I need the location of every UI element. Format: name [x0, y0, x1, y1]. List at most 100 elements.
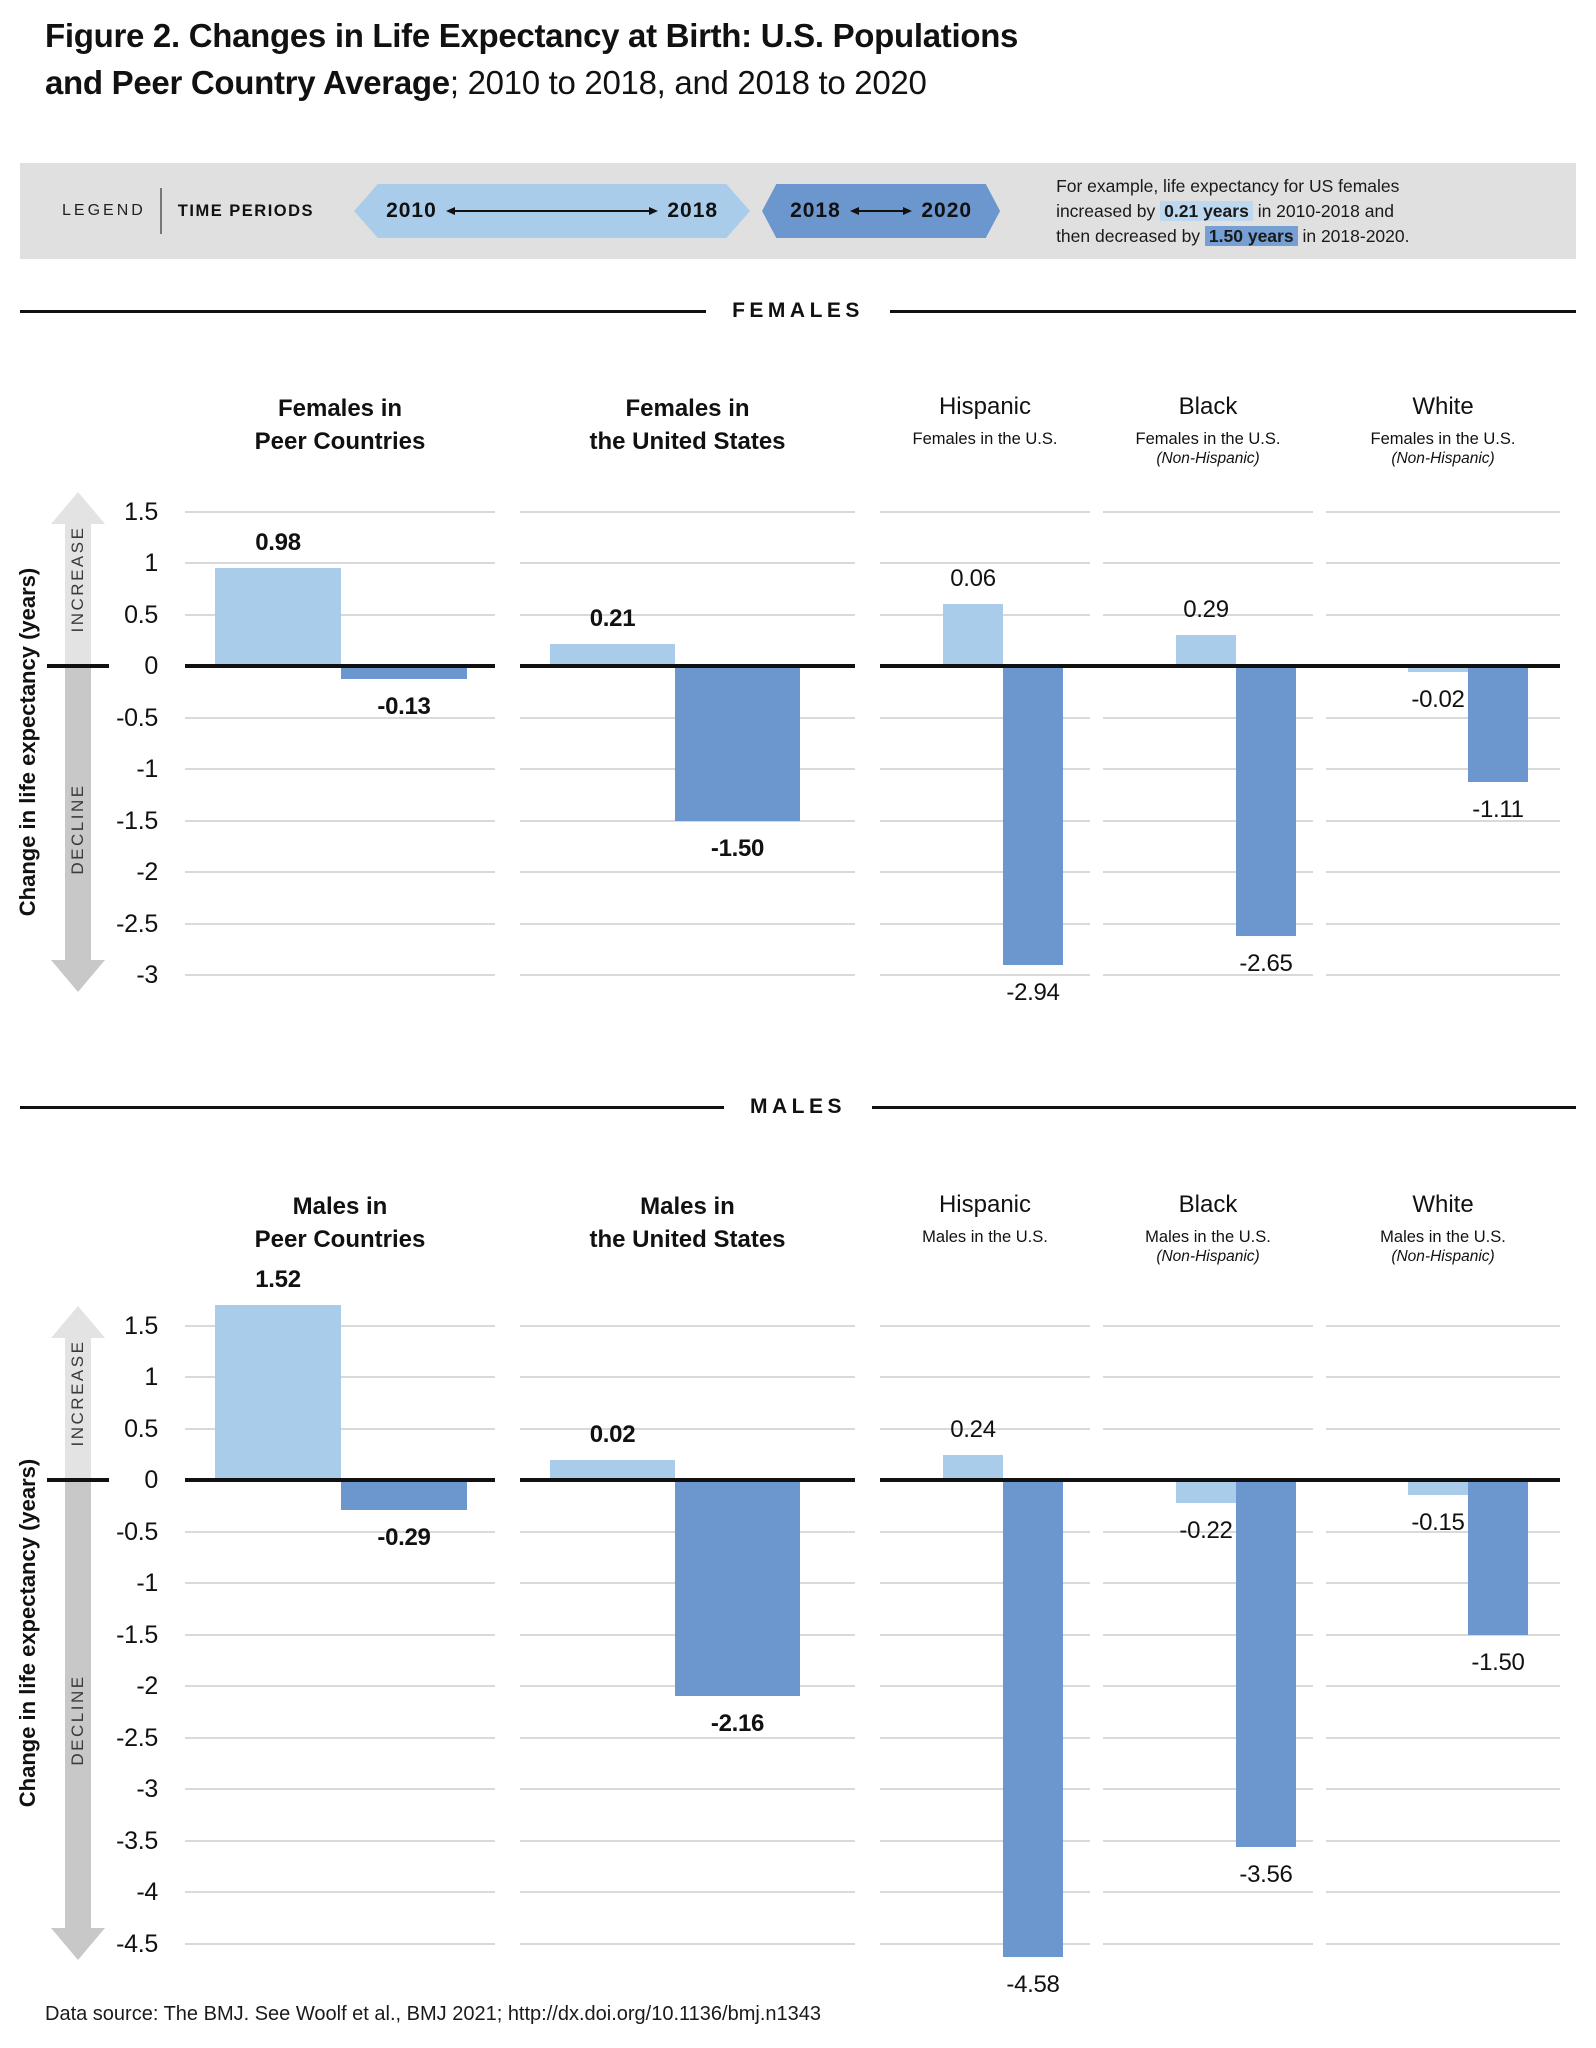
males-united-states-bar-2018-2020 [675, 1480, 800, 1697]
males-chart-title-white: White Males in the U.S. (Non-Hispanic) [1380, 1191, 1506, 1265]
males-gridline [1103, 1530, 1313, 1533]
females-arrow-zero-tick [47, 664, 109, 668]
males-chart-title-peer-countries: Males in Peer Countries [254, 1193, 426, 1253]
males-black-bar-value-label: -0.22 [1179, 1516, 1233, 1544]
males-gridline [1326, 1839, 1560, 1842]
females-increase-arrow-shaft [65, 523, 91, 666]
males-axis-tick-label: -4.5 [116, 1929, 158, 1958]
males-hispanic-bar-value-label: -4.58 [1006, 1970, 1060, 1998]
males-axis-tick-label: -0.5 [116, 1517, 158, 1546]
females-decline-arrow-shaft [65, 666, 91, 961]
males-gridline [1103, 1324, 1313, 1327]
females-chart-title-peer-countries: Females in Peer Countries [254, 395, 426, 455]
females-axis-tick-label: -2.5 [116, 909, 158, 938]
males-chart-title-hispanic: Hispanic Males in the U.S. [922, 1191, 1048, 1246]
females-gridline [520, 819, 855, 822]
males-gridline [520, 1324, 855, 1327]
females-united-states-bar-value-label: 0.21 [589, 605, 636, 633]
females-hispanic-bar-2018-2020 [1003, 666, 1063, 965]
females-gridline [880, 510, 1090, 513]
females-gridline [880, 768, 1090, 770]
example-highlight-light: 0.21 years [1160, 200, 1253, 221]
double-arrow-icon [849, 206, 912, 215]
males-section-divider: MALES [20, 1095, 1576, 1119]
males-gridline [185, 1633, 495, 1636]
males-gridline [1326, 1633, 1560, 1636]
females-axis-tick-label: 1.5 [124, 497, 158, 526]
males-gridline [520, 1942, 855, 1945]
females-gridline [1103, 819, 1313, 822]
males-hispanic-bar-2010-2018 [943, 1455, 1003, 1480]
legend-label: LEGEND [62, 202, 146, 219]
males-gridline [1103, 1427, 1313, 1430]
males-gridline [880, 1530, 1090, 1533]
males-gridline [1103, 1736, 1313, 1739]
males-decline-arrow-shaft [65, 1480, 91, 1929]
males-black-bar-2010-2018 [1176, 1480, 1236, 1503]
females-zero-line [520, 664, 855, 668]
males-y-axis-title: Change in life expectancy (years) [15, 1458, 40, 1808]
males-decline-arrowhead-icon [51, 1928, 105, 1960]
males-gridline [880, 1324, 1090, 1327]
females-chart-title-black: Black Females in the U.S. (Non-Hispanic) [1135, 393, 1281, 467]
males-axis-tick-label: 0 [144, 1466, 158, 1494]
females-gridline [880, 716, 1090, 719]
males-gridline [880, 1788, 1090, 1790]
females-gridline [1103, 716, 1313, 719]
males-gridline [1103, 1839, 1313, 1842]
males-gridline [1326, 1530, 1560, 1533]
males-gridline [1103, 1891, 1313, 1893]
males-gridline [185, 1582, 495, 1584]
males-gridline [1326, 1376, 1560, 1378]
females-gridline [520, 922, 855, 925]
males-decline-label: DECLINE [68, 1674, 87, 1766]
males-zero-line [520, 1478, 855, 1482]
females-axis-tick-label: -2 [136, 858, 158, 886]
females-white-bar-value-label: -1.11 [1472, 796, 1524, 824]
males-chart-title-united-states: Males in the United States [589, 1193, 786, 1253]
legend-time-periods-label: TIME PERIODS [177, 201, 315, 220]
females-axis-tick-label: -3 [136, 961, 158, 989]
example-line2: increased by 0.21 years in 2010-2018 and [1056, 200, 1394, 221]
males-white-bar-2018-2020 [1468, 1480, 1528, 1635]
males-united-states-bar-value-label: 0.02 [589, 1421, 636, 1449]
females-gridline [520, 871, 855, 873]
males-axis-tick-label: 0.5 [124, 1414, 158, 1443]
males-gridline [185, 1788, 495, 1790]
males-gridline [185, 1685, 495, 1687]
males-gridline [880, 1633, 1090, 1636]
females-gridline [520, 613, 855, 616]
males-section-header: MALES [750, 1095, 846, 1118]
females-white-bar-value-label: -0.02 [1411, 686, 1465, 714]
females-gridline [1103, 768, 1313, 770]
males-gridline [880, 1582, 1090, 1584]
females-gridline [520, 562, 855, 564]
females-chart-title-white: White Females in the U.S. (Non-Hispanic) [1370, 393, 1516, 467]
males-axis-tick-label: -1 [136, 1569, 158, 1597]
females-united-states-bar-value-label: -1.50 [710, 834, 765, 862]
females-gridline [185, 922, 495, 925]
males-gridline [1326, 1788, 1560, 1790]
females-peer-countries-bar-2010-2018 [215, 568, 341, 666]
females-axis-tick-label: -1.5 [116, 806, 158, 835]
males-gridline [520, 1839, 855, 1842]
period-start-year: 2018 [790, 199, 841, 222]
females-axis-tick-label: -0.5 [116, 703, 158, 732]
males-gridline [880, 1736, 1090, 1739]
males-gridline [520, 1427, 855, 1430]
males-axis-tick-label: -3 [136, 1775, 158, 1803]
males-axis-tick-label: -2 [136, 1672, 158, 1700]
legend-separator [159, 188, 162, 234]
males-gridline [1326, 1427, 1560, 1430]
males-axis-tick-label: -3.5 [116, 1826, 158, 1855]
males-axis-tick-label: -1.5 [116, 1620, 158, 1649]
males-gridline [1326, 1891, 1560, 1893]
females-gridline [1326, 871, 1560, 873]
females-gridline [185, 871, 495, 873]
males-white-bar-value-label: -0.15 [1411, 1509, 1465, 1537]
females-gridline [185, 974, 495, 976]
females-gridline [1326, 716, 1560, 719]
males-gridline [880, 1427, 1090, 1430]
females-chart-title-hispanic: Hispanic Females in the U.S. [912, 393, 1058, 448]
